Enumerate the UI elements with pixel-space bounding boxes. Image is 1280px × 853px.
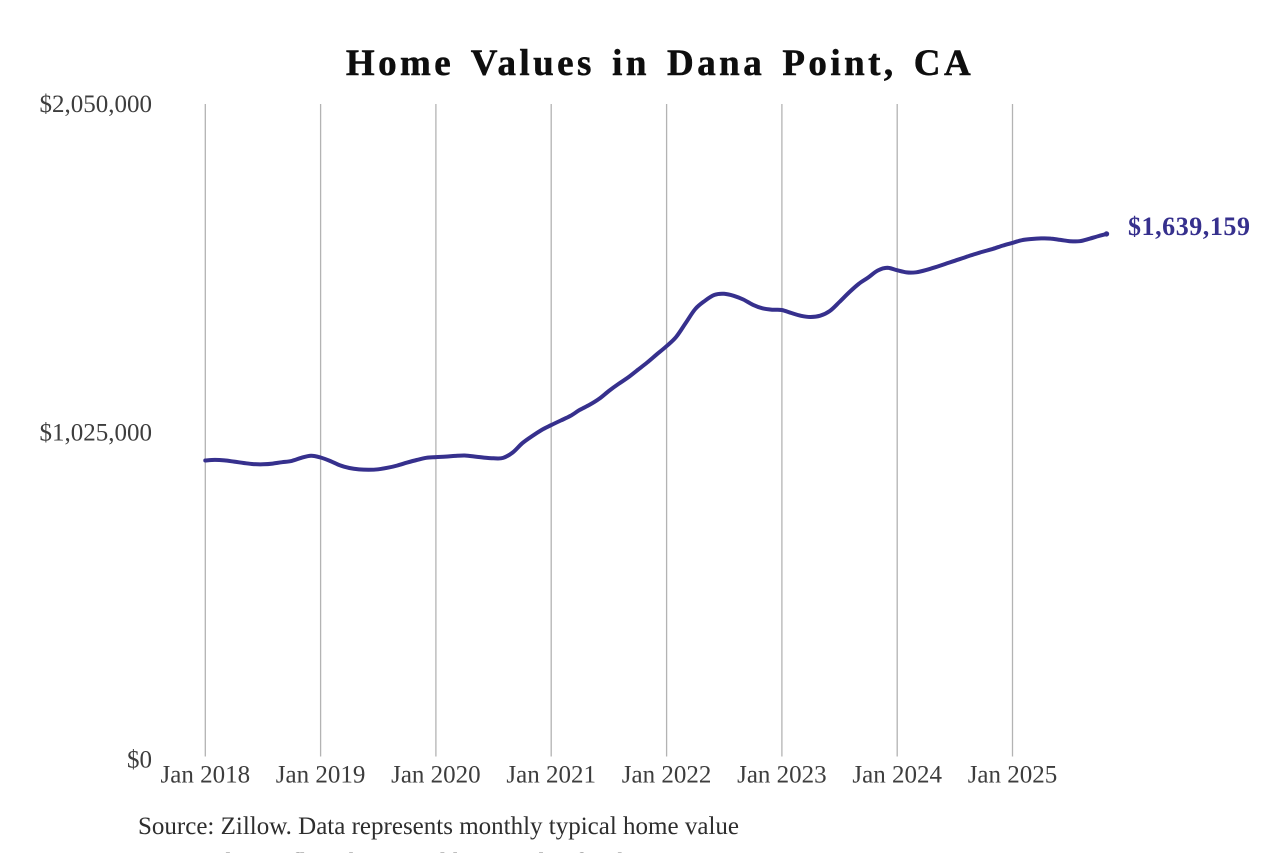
svg-text:$0: $0 [127,746,152,773]
svg-text:$2,050,000: $2,050,000 [40,91,153,118]
svg-text:Source: Zillow. Data represent: Source: Zillow. Data represents monthly … [138,813,739,840]
svg-text:Jan 2023: Jan 2023 [737,762,827,789]
svg-text:$1,025,000: $1,025,000 [40,420,153,447]
svg-text:Jan 2019: Jan 2019 [276,762,366,789]
svg-text:Jan 2024: Jan 2024 [852,762,942,789]
svg-text:Jan 2018: Jan 2018 [161,762,251,789]
svg-text:Jan 2021: Jan 2021 [506,762,596,789]
svg-text:Home Values in Dana Point, CA: Home Values in Dana Point, CA [346,43,974,84]
svg-text:Note: values reflect the typic: Note: values reflect the typical home va… [140,849,712,853]
svg-text:$1,639,159: $1,639,159 [1128,212,1251,241]
svg-text:Jan 2022: Jan 2022 [622,762,712,789]
svg-text:Jan 2020: Jan 2020 [391,762,481,789]
svg-text:Jan 2025: Jan 2025 [968,762,1058,789]
